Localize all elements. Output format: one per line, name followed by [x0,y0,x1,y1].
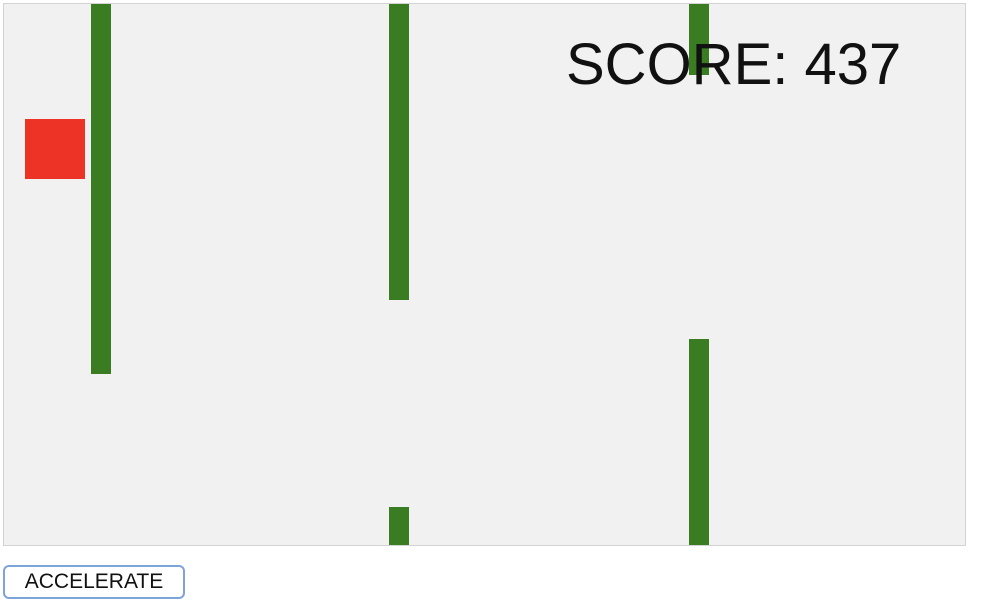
game-canvas[interactable]: SCORE: 437 [3,3,966,546]
pipe-top-1 [91,4,111,374]
accelerate-button[interactable]: ACCELERATE [3,565,185,599]
player-square [25,119,85,179]
pipe-top-3 [689,4,709,75]
pipe-top-2 [389,4,409,300]
pipe-bottom-3 [689,339,709,545]
pipe-bottom-2 [389,507,409,545]
score-display: SCORE: 437 [566,32,902,97]
